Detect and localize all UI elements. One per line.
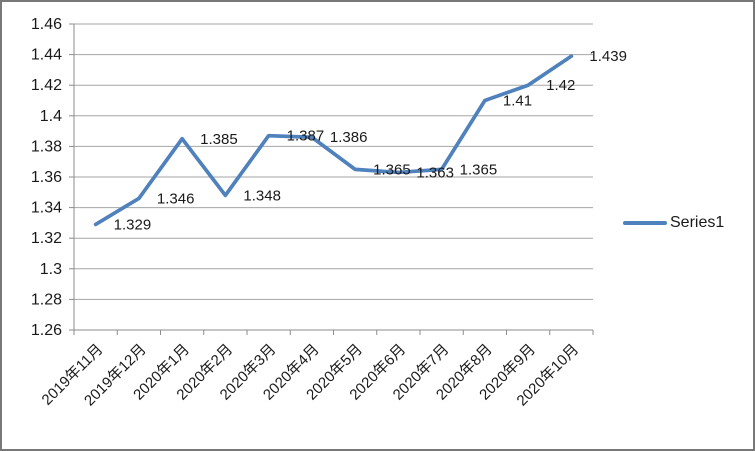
legend-series-label: Series1 [670, 214, 725, 231]
y-axis-label: 1.42 [31, 77, 62, 94]
data-label: 1.363 [416, 164, 454, 181]
data-label: 1.329 [114, 216, 152, 233]
legend-line-swatch [623, 221, 667, 225]
y-axis-label: 1.38 [31, 138, 62, 155]
y-axis-label: 1.3 [40, 261, 62, 278]
data-label: 1.41 [503, 93, 532, 110]
y-axis-label: 1.34 [31, 200, 62, 217]
data-label: 1.365 [373, 161, 411, 178]
y-axis-label: 1.44 [31, 47, 62, 64]
data-label: 1.346 [157, 190, 195, 207]
y-axis-label: 1.32 [31, 230, 62, 247]
data-label: 1.348 [243, 187, 281, 204]
data-label: 1.386 [330, 129, 368, 146]
chart-legend: Series1 [623, 215, 724, 231]
y-axis-label: 1.26 [31, 322, 62, 339]
series-line [93, 54, 574, 227]
y-axis-label: 1.4 [40, 108, 62, 125]
data-label: 1.439 [589, 48, 627, 65]
data-label: 1.365 [460, 161, 498, 178]
data-label: 1.385 [200, 131, 238, 148]
y-axis-label: 1.36 [31, 169, 62, 186]
y-axis-label: 1.28 [31, 291, 62, 308]
data-label: 1.42 [546, 77, 575, 94]
y-axis-label: 1.46 [31, 16, 62, 33]
data-label: 1.387 [287, 128, 325, 145]
